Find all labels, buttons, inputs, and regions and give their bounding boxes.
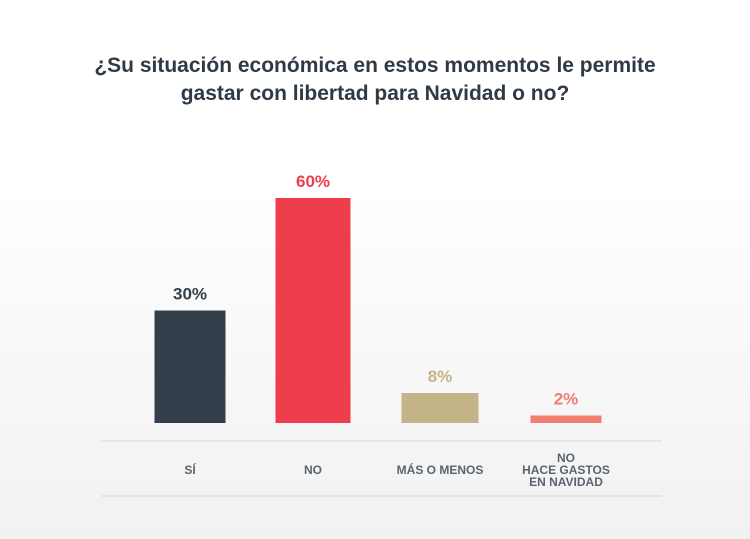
- category-label-3-line-2: EN NAVIDAD: [529, 475, 603, 489]
- value-label-3: 2%: [554, 390, 579, 409]
- chart-title-line-1: ¿Su situación económica en estos momento…: [94, 54, 656, 77]
- chart-title-line-2: gastar con libertad para Navidad o no?: [180, 82, 570, 105]
- value-label-2: 8%: [428, 367, 453, 386]
- bar-3: [530, 415, 602, 423]
- bar-0: [154, 310, 226, 423]
- value-label-0: 30%: [173, 285, 207, 304]
- value-label-1: 60%: [296, 172, 330, 191]
- category-label-0-line-0: SÍ: [184, 462, 196, 477]
- category-label-3-line-0: NO: [557, 451, 575, 465]
- chart-title: ¿Su situación económica en estos momento…: [0, 52, 750, 108]
- bar-2: [401, 393, 479, 423]
- category-label-3-line-1: HACE GASTOS: [522, 463, 610, 477]
- category-label-1-line-0: NO: [304, 463, 322, 477]
- category-label-2-line-0: MÁS O MENOS: [397, 462, 484, 477]
- bar-1: [275, 198, 351, 423]
